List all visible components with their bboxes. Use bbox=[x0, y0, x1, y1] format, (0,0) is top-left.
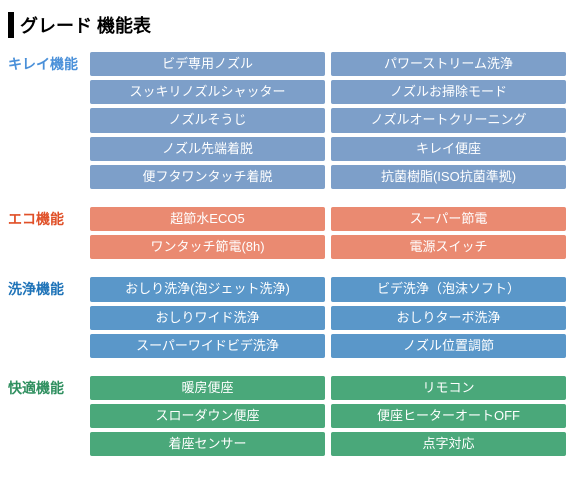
feature-pill: スーパー節電 bbox=[331, 207, 566, 231]
feature-section: 洗浄機能おしり洗浄(泡ジェット洗浄)ビデ洗浄（泡沫ソフト）おしりワイド洗浄おしり… bbox=[8, 277, 566, 358]
sections-container: キレイ機能ビデ専用ノズルパワーストリーム洗浄スッキリノズルシャッターノズルお掃除… bbox=[8, 52, 566, 456]
pill-grid: 暖房便座リモコンスローダウン便座便座ヒーターオートOFF着座センサー点字対応 bbox=[90, 376, 566, 457]
feature-pill: ノズル位置調節 bbox=[331, 334, 566, 358]
feature-pill: ノズルオートクリーニング bbox=[331, 108, 566, 132]
feature-pill: 電源スイッチ bbox=[331, 235, 566, 259]
section-label: エコ機能 bbox=[8, 207, 90, 259]
feature-pill: 超節水ECO5 bbox=[90, 207, 325, 231]
feature-pill: ビデ洗浄（泡沫ソフト） bbox=[331, 277, 566, 301]
feature-section: エコ機能超節水ECO5スーパー節電ワンタッチ節電(8h)電源スイッチ bbox=[8, 207, 566, 259]
feature-pill: ノズル先端着脱 bbox=[90, 137, 325, 161]
feature-pill: 便座ヒーターオートOFF bbox=[331, 404, 566, 428]
feature-pill: スローダウン便座 bbox=[90, 404, 325, 428]
feature-pill: スッキリノズルシャッター bbox=[90, 80, 325, 104]
feature-pill: キレイ便座 bbox=[331, 137, 566, 161]
page-title: グレード 機能表 bbox=[8, 12, 566, 38]
feature-pill: おしりワイド洗浄 bbox=[90, 306, 325, 330]
section-label: 洗浄機能 bbox=[8, 277, 90, 358]
feature-pill: リモコン bbox=[331, 376, 566, 400]
feature-pill: ワンタッチ節電(8h) bbox=[90, 235, 325, 259]
feature-section: キレイ機能ビデ専用ノズルパワーストリーム洗浄スッキリノズルシャッターノズルお掃除… bbox=[8, 52, 566, 189]
feature-pill: ノズルお掃除モード bbox=[331, 80, 566, 104]
feature-pill: 抗菌樹脂(ISO抗菌準拠) bbox=[331, 165, 566, 189]
feature-pill: 便フタワンタッチ着脱 bbox=[90, 165, 325, 189]
section-label: 快適機能 bbox=[8, 376, 90, 457]
pill-grid: 超節水ECO5スーパー節電ワンタッチ節電(8h)電源スイッチ bbox=[90, 207, 566, 259]
feature-section: 快適機能暖房便座リモコンスローダウン便座便座ヒーターオートOFF着座センサー点字… bbox=[8, 376, 566, 457]
pill-grid: ビデ専用ノズルパワーストリーム洗浄スッキリノズルシャッターノズルお掃除モードノズ… bbox=[90, 52, 566, 189]
pill-grid: おしり洗浄(泡ジェット洗浄)ビデ洗浄（泡沫ソフト）おしりワイド洗浄おしりターボ洗… bbox=[90, 277, 566, 358]
feature-pill: 点字対応 bbox=[331, 432, 566, 456]
feature-pill: ノズルそうじ bbox=[90, 108, 325, 132]
feature-pill: スーパーワイドビデ洗浄 bbox=[90, 334, 325, 358]
feature-pill: ビデ専用ノズル bbox=[90, 52, 325, 76]
feature-pill: パワーストリーム洗浄 bbox=[331, 52, 566, 76]
section-label: キレイ機能 bbox=[8, 52, 90, 189]
feature-pill: 暖房便座 bbox=[90, 376, 325, 400]
feature-pill: おしりターボ洗浄 bbox=[331, 306, 566, 330]
feature-pill: おしり洗浄(泡ジェット洗浄) bbox=[90, 277, 325, 301]
feature-pill: 着座センサー bbox=[90, 432, 325, 456]
